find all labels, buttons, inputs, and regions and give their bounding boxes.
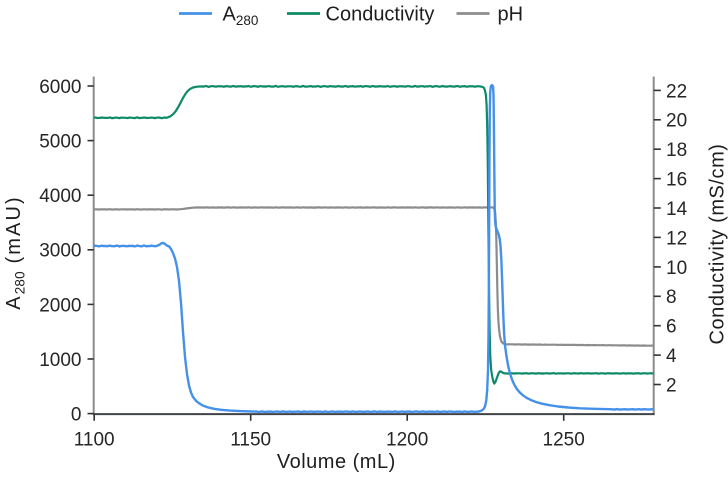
svg-text:4000: 4000: [39, 186, 81, 207]
svg-text:22: 22: [666, 81, 687, 102]
svg-text:6: 6: [666, 317, 677, 338]
svg-text:8: 8: [666, 287, 677, 308]
svg-text:2000: 2000: [39, 295, 81, 316]
svg-text:1200: 1200: [386, 429, 428, 450]
svg-text:1100: 1100: [74, 429, 115, 450]
svg-text:2: 2: [666, 375, 677, 396]
svg-text:pH: pH: [498, 4, 524, 26]
svg-text:16: 16: [666, 170, 687, 191]
svg-text:5000: 5000: [39, 132, 81, 153]
svg-text:12: 12: [666, 228, 687, 249]
svg-text:1000: 1000: [39, 350, 81, 371]
svg-text:18: 18: [666, 140, 687, 161]
svg-text:Volume (mL): Volume (mL): [277, 451, 396, 473]
svg-text:14: 14: [666, 199, 688, 220]
svg-text:4: 4: [666, 346, 677, 367]
svg-text:1150: 1150: [230, 429, 271, 450]
svg-text:20: 20: [666, 111, 687, 132]
svg-text:Conductivity: Conductivity: [326, 4, 435, 26]
svg-text:Conductivity (mS/cm): Conductivity (mS/cm): [707, 143, 728, 344]
svg-text:3000: 3000: [39, 241, 81, 262]
svg-text:1250: 1250: [543, 429, 585, 450]
svg-text:10: 10: [666, 258, 687, 279]
svg-text:6000: 6000: [39, 77, 81, 98]
svg-text:0: 0: [71, 405, 82, 426]
